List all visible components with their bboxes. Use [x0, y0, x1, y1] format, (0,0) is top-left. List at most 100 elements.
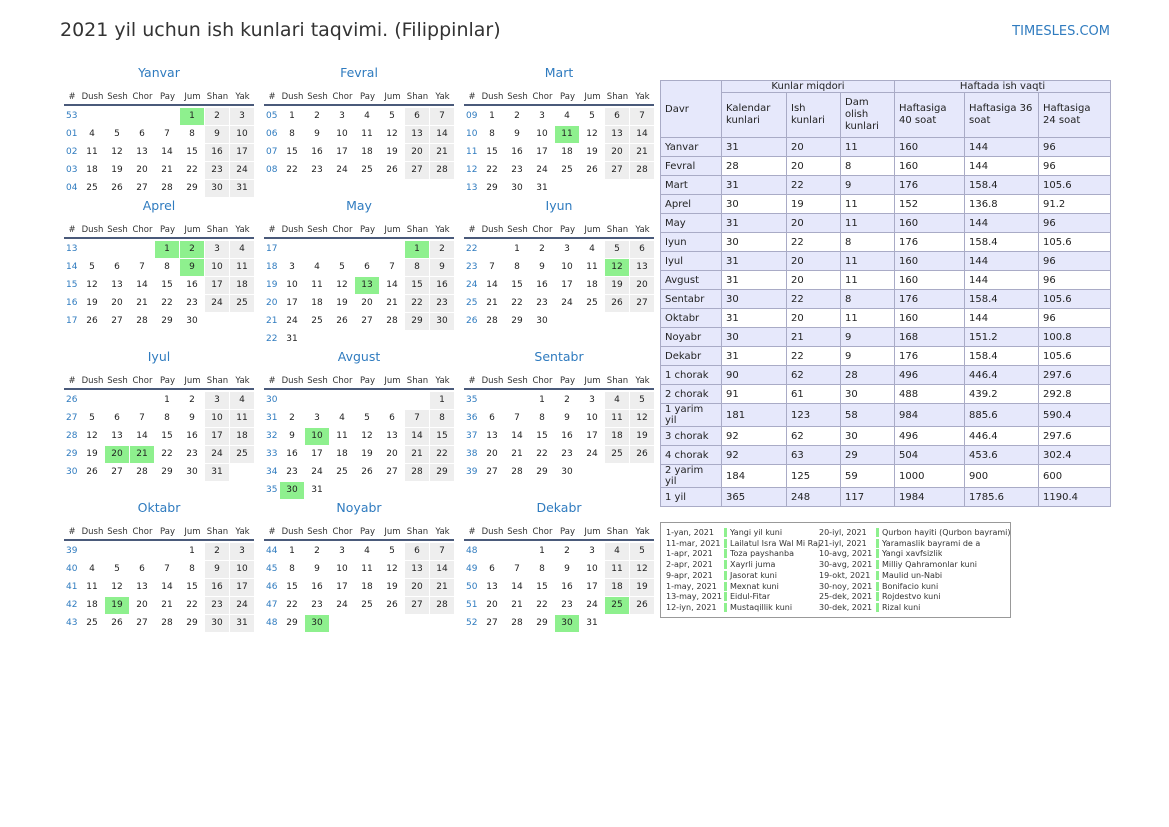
day-cell: 27	[386, 466, 398, 477]
day-cell: 29	[186, 617, 198, 628]
value-cell: 30	[721, 327, 787, 347]
value-cell: 152	[894, 194, 965, 214]
day-cell: 1	[539, 394, 545, 405]
day-cell: 6	[364, 261, 370, 272]
weekday-header: Pay	[560, 376, 575, 386]
day-cell: 12	[111, 581, 123, 592]
day-cell: 10	[336, 128, 348, 139]
day-cell: 25	[605, 596, 629, 614]
day-cell: 4	[605, 542, 629, 560]
value-cell: 292.8	[1038, 384, 1111, 404]
day-cell: 15	[286, 581, 298, 592]
day-cell: 1	[164, 394, 170, 405]
week-number: 48	[466, 545, 478, 556]
value-cell: 160	[894, 137, 965, 157]
day-cell: 26	[111, 182, 123, 193]
weekday-header: Sesh	[107, 225, 128, 235]
day-cell: 8	[405, 258, 429, 276]
day-cell: 27	[405, 596, 429, 614]
day-cell: 26	[86, 315, 98, 326]
day-cell: 3	[539, 110, 545, 121]
month-title: Iyul	[147, 349, 171, 364]
value-cell: 144	[964, 213, 1039, 233]
weekday-header: Chor	[332, 225, 353, 235]
day-cell: 3	[205, 391, 229, 409]
holiday-name: Toza payshanba	[724, 549, 794, 559]
day-cell: 16	[536, 279, 548, 290]
day-cell: 30	[305, 614, 329, 632]
day-cell: 27	[136, 617, 148, 628]
day-cell: 3	[564, 243, 570, 254]
day-cell: 9	[314, 128, 320, 139]
holiday-name: Milliy Qahramonlar kuni	[876, 560, 977, 570]
day-cell: 9	[189, 412, 195, 423]
day-cell: 7	[430, 542, 454, 560]
holiday-name: Mexnat kuni	[724, 581, 779, 591]
day-cell: 4	[89, 563, 95, 574]
day-cell: 10	[205, 258, 229, 276]
period-cell: May	[660, 213, 722, 233]
weekday-header: Shan	[606, 376, 629, 386]
weekday-header: #	[68, 225, 76, 235]
value-cell: 8	[840, 156, 895, 176]
day-cell: 28	[405, 463, 429, 481]
value-cell: 176	[894, 289, 965, 309]
holiday-date: 30-noy, 2021	[819, 581, 873, 591]
day-cell: 1	[189, 545, 195, 556]
table-row: Iyul 31 20 11 160 144 96	[660, 251, 1111, 271]
day-cell: 23	[205, 161, 229, 179]
holiday-name: Jasorat kuni	[724, 570, 777, 580]
day-cell: 22	[430, 445, 454, 463]
day-cell: 23	[430, 294, 454, 312]
day-cell: 7	[164, 128, 170, 139]
weekday-header: Yak	[435, 92, 450, 102]
value-cell: 297.6	[1038, 365, 1111, 385]
week-number: 21	[266, 315, 278, 326]
weekday-header: #	[268, 527, 276, 537]
header-rule	[64, 539, 254, 541]
value-cell: 22	[786, 346, 841, 366]
weekday-header: Yak	[435, 225, 450, 235]
day-cell: 5	[364, 412, 370, 423]
day-cell: 1	[489, 110, 495, 121]
holiday-date: 21-iyl, 2021	[819, 538, 867, 548]
weekday-header: Yak	[235, 376, 250, 386]
day-cell: 24	[586, 448, 598, 459]
day-cell: 17	[586, 430, 598, 441]
weekday-header: Yak	[635, 92, 650, 102]
day-cell: 21	[511, 448, 523, 459]
value-cell: 92	[721, 445, 787, 465]
day-cell: 10	[230, 560, 254, 578]
weekday-header: Sesh	[307, 376, 328, 386]
day-cell: 17	[205, 276, 229, 294]
weekday-header: Sesh	[107, 92, 128, 102]
header-rule	[264, 237, 454, 239]
value-cell: 20	[786, 308, 841, 328]
day-cell: 30	[205, 614, 229, 632]
week-number: 14	[66, 261, 78, 272]
day-cell: 29	[511, 315, 523, 326]
day-cell: 25	[230, 445, 254, 463]
holiday-name: Xayrli juma	[724, 560, 775, 570]
day-cell: 6	[114, 261, 120, 272]
day-cell: 13	[355, 276, 379, 294]
holiday-name: Yangi xavfsizlik	[876, 549, 942, 559]
value-cell: 22	[786, 175, 841, 195]
weekday-header: Sesh	[507, 225, 528, 235]
day-cell: 9	[289, 430, 295, 441]
weekday-header: Chor	[332, 376, 353, 386]
day-cell: 2	[289, 412, 295, 423]
day-cell: 20	[136, 599, 148, 610]
weekday-header: Jum	[184, 92, 201, 102]
value-cell: 302.4	[1038, 445, 1111, 465]
value-cell: 11	[840, 270, 895, 290]
weekday-header: Sesh	[507, 527, 528, 537]
day-cell: 6	[630, 240, 654, 258]
day-cell: 2	[205, 107, 229, 125]
site-link[interactable]: TIMESLES.COM	[1012, 24, 1110, 39]
day-cell: 16	[205, 578, 229, 596]
day-cell: 31	[230, 614, 254, 632]
day-cell: 3	[289, 261, 295, 272]
weekday-header: Shan	[606, 225, 629, 235]
weekday-header: Sesh	[307, 92, 328, 102]
